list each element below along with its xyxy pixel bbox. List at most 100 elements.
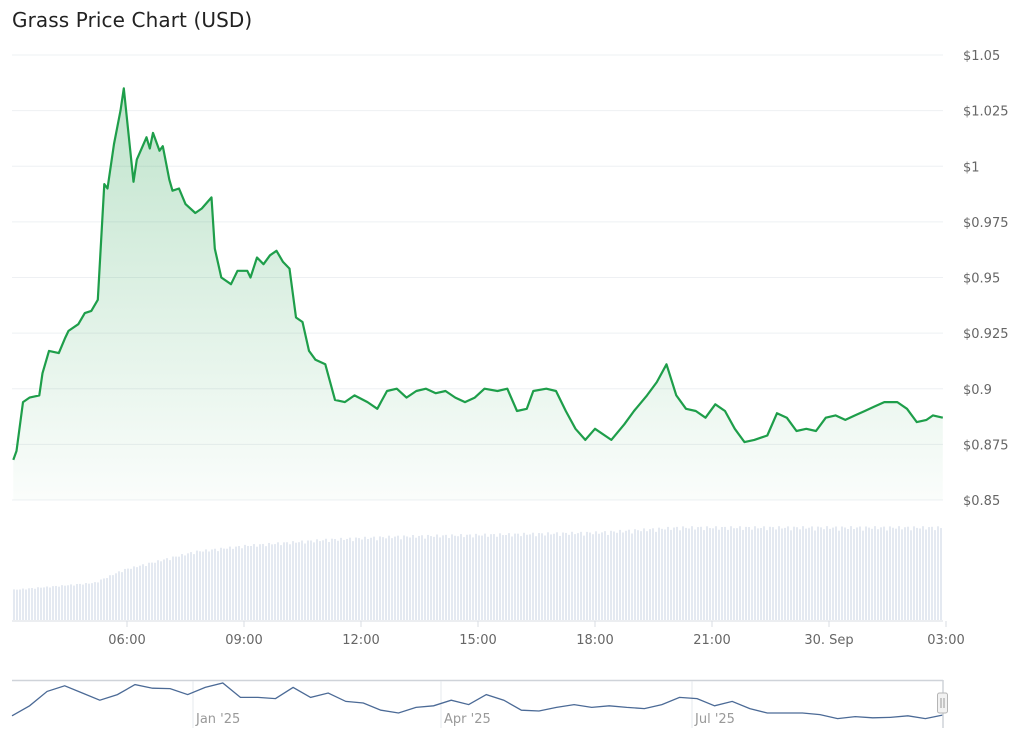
volume-bar xyxy=(436,534,438,620)
volume-bar xyxy=(184,555,186,620)
volume-bar xyxy=(271,544,273,620)
volume-bar xyxy=(199,551,201,620)
volume-bar xyxy=(214,548,216,620)
volume-bar xyxy=(919,528,921,620)
volume-bar xyxy=(613,531,615,620)
volume-bar xyxy=(820,527,822,620)
volume-bar xyxy=(829,528,831,620)
volume-bar xyxy=(511,536,513,620)
volume-bar xyxy=(76,584,78,620)
volume-bar xyxy=(754,526,756,620)
x-tick-label: 18:00 xyxy=(576,633,613,648)
volume-bar xyxy=(145,566,147,620)
x-tick-label: 21:00 xyxy=(693,633,730,648)
volume-bar xyxy=(676,526,678,620)
volume-bar xyxy=(226,548,228,620)
volume-bar xyxy=(397,535,399,620)
volume-bar xyxy=(532,532,534,620)
volume-bar xyxy=(328,541,330,620)
volume-bar xyxy=(292,541,294,620)
volume-bar xyxy=(739,526,741,620)
volume-bar xyxy=(31,588,33,620)
volume-bar xyxy=(628,529,630,620)
navigator-label: Jul '25 xyxy=(694,712,735,727)
volume-bar xyxy=(811,526,813,620)
volume-bar xyxy=(355,537,357,620)
x-tick-label: 12:00 xyxy=(342,633,379,648)
volume-bar xyxy=(52,586,54,620)
volume-bar xyxy=(481,535,483,620)
volume-bar xyxy=(874,526,876,620)
volume-bar xyxy=(307,540,309,620)
volume-bar xyxy=(220,547,222,620)
volume-bar xyxy=(721,526,723,620)
volume-bar xyxy=(580,531,582,620)
volume-bar xyxy=(655,531,657,620)
y-tick-label: $1 xyxy=(963,160,980,175)
volume-bar xyxy=(427,534,429,620)
volume-bar xyxy=(109,575,111,620)
volume-bar xyxy=(361,539,363,620)
volume-bar xyxy=(634,529,636,620)
navigator-label: Apr '25 xyxy=(444,712,491,727)
x-tick-label: 15:00 xyxy=(459,633,496,648)
volume-bar xyxy=(358,538,360,620)
volume-bar xyxy=(796,527,798,620)
volume-bar xyxy=(127,568,129,620)
volume-bar xyxy=(454,535,456,620)
volume-bar xyxy=(607,534,609,620)
volume-bar xyxy=(844,527,846,620)
volume-bar xyxy=(538,533,540,620)
volume-bars xyxy=(13,526,942,620)
volume-bar xyxy=(544,535,546,620)
navigator[interactable]: Jan '25 Apr '25 Jul '25 xyxy=(11,679,948,728)
volume-bar xyxy=(643,528,645,620)
volume-bar xyxy=(49,587,51,620)
volume-bar xyxy=(58,586,60,620)
volume-bar xyxy=(286,542,288,620)
volume-bar xyxy=(439,537,441,620)
volume-bar xyxy=(934,530,936,620)
volume-bar xyxy=(283,542,285,620)
volume-bar xyxy=(664,529,666,620)
volume-bar xyxy=(94,582,96,620)
volume-bar xyxy=(604,531,606,620)
volume-bar xyxy=(265,546,267,620)
volume-bar xyxy=(496,536,498,620)
volume-bar xyxy=(529,534,531,620)
volume-bar xyxy=(223,548,225,620)
volume-bar xyxy=(892,527,894,620)
navigator-series-line xyxy=(11,682,944,720)
volume-bar xyxy=(388,535,390,620)
chart-title: Grass Price Chart (USD) xyxy=(12,8,253,32)
navigator-handle[interactable] xyxy=(937,692,948,714)
volume-bar xyxy=(133,566,135,620)
volume-bar xyxy=(637,530,639,620)
volume-bar xyxy=(766,530,768,620)
volume-bar xyxy=(697,527,699,620)
volume-bar xyxy=(514,533,516,620)
volume-bar xyxy=(160,561,162,620)
volume-bar xyxy=(277,542,279,620)
volume-bar xyxy=(922,526,924,620)
volume-bar xyxy=(175,556,177,620)
volume-bar xyxy=(100,579,102,620)
volume-bar xyxy=(22,588,24,620)
volume-bar xyxy=(586,531,588,620)
volume-bar xyxy=(352,541,354,620)
volume-bar xyxy=(622,532,624,620)
volume-bar xyxy=(244,544,246,620)
volume-bar xyxy=(247,545,249,620)
volume-bar xyxy=(139,565,141,620)
volume-bar xyxy=(520,536,522,620)
volume-bar xyxy=(625,530,627,620)
volume-bar xyxy=(490,534,492,620)
x-axis-labels: 06:00 09:00 12:00 15:00 18:00 21:00 30. Sep 03:… xyxy=(108,621,965,648)
volume-bar xyxy=(517,533,519,620)
volume-bar xyxy=(592,534,594,620)
volume-bar xyxy=(118,571,120,620)
volume-bar xyxy=(64,585,66,620)
volume-bar xyxy=(940,528,942,620)
volume-bar xyxy=(241,548,243,620)
